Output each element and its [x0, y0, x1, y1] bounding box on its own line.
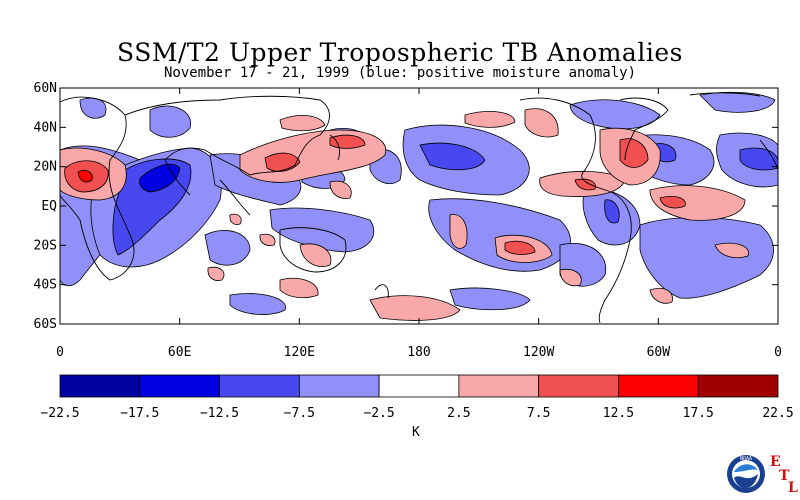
- colorbar-swatch: [378, 374, 460, 398]
- x-tick-label: 60E: [168, 345, 191, 360]
- x-tick-label: 120W: [523, 345, 554, 360]
- map-fields: [60, 91, 778, 324]
- colorbar-tick-label: 22.5: [762, 406, 793, 421]
- colorbar-tick-label: −12.5: [200, 406, 239, 421]
- y-tick-label: EQ: [41, 199, 57, 214]
- y-tick-label: 60S: [34, 317, 57, 332]
- colorbar-tick-label: 2.5: [447, 406, 470, 421]
- x-tick-label: 180: [407, 345, 430, 360]
- chart-subtitle: November 17 - 21, 1999 (blue: positive m…: [163, 65, 636, 81]
- x-tick-label: 120E: [284, 345, 315, 360]
- etl-letter-l: L: [788, 480, 798, 496]
- colorbar-tick-label: −17.5: [120, 406, 159, 421]
- etl-letter-e: E: [770, 454, 781, 470]
- y-tick-label: 40N: [34, 120, 57, 135]
- coastlines: [60, 92, 778, 324]
- colorbar-swatch: [59, 374, 141, 398]
- colorbar-tick-label: 12.5: [603, 406, 634, 421]
- colorbar-tick-label: −22.5: [40, 406, 79, 421]
- y-tick-label: 60N: [34, 81, 57, 96]
- colorbar-swatch: [458, 374, 540, 398]
- colorbar-tick-label: −7.5: [284, 406, 315, 421]
- y-tick-label: 20S: [34, 238, 57, 253]
- colorbar-swatch: [298, 374, 380, 398]
- colorbar: −22.5 −17.5 −12.5 −7.5 −2.5 2.5 7.5 12.5 17.5 22.…: [40, 374, 794, 421]
- colorbar-swatch: [618, 374, 699, 398]
- colorbar-swatch: [697, 374, 779, 398]
- etl-letter-t: T: [779, 468, 790, 484]
- y-axis: 60N 40N 20N EQ 20S 40S 60S: [34, 81, 778, 332]
- x-tick-label: 0: [56, 345, 64, 360]
- x-tick-label: 60W: [647, 345, 671, 360]
- noaa-logo-label: NOAA: [740, 456, 752, 462]
- anomaly-regions-medium-red: [64, 134, 686, 255]
- anomaly-regions-bright-red: [77, 170, 93, 183]
- anomaly-regions-dark-blue: [139, 163, 181, 193]
- colorbar-tick-label: −2.5: [363, 406, 394, 421]
- colorbar-swatch: [219, 374, 300, 398]
- colorbar-tick-label: 17.5: [683, 406, 714, 421]
- colorbar-swatch: [139, 374, 220, 398]
- colorbar-swatch: [538, 374, 619, 398]
- noaa-logo-icon: NOAA: [727, 455, 765, 493]
- y-tick-label: 40S: [34, 278, 57, 293]
- y-tick-label: 20N: [34, 160, 57, 175]
- colorbar-tick-label: 7.5: [527, 406, 550, 421]
- x-tick-label: 0: [774, 345, 782, 360]
- colorbar-unit-label: K: [412, 425, 420, 440]
- x-axis: 0 60E 120E 180 120W 60W 0: [56, 88, 782, 360]
- chart-title: SSM/T2 Upper Tropospheric TB Anomalies: [117, 38, 683, 67]
